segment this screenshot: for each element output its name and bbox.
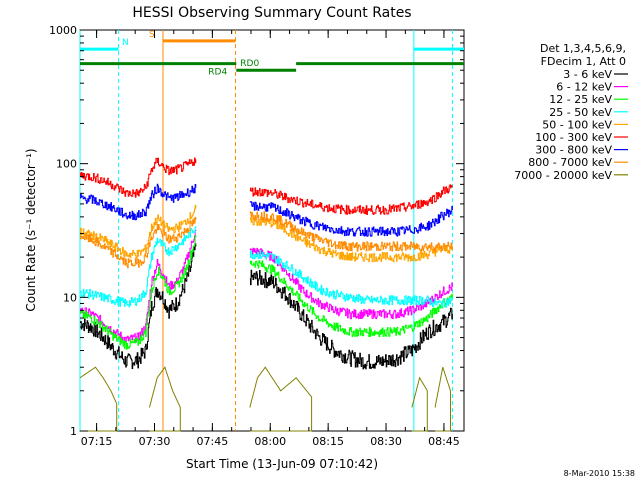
series-1	[80, 229, 453, 344]
series-6-segment-1	[249, 201, 453, 237]
series-1-segment-1	[249, 247, 453, 320]
series-2-segment-0	[80, 235, 197, 350]
series-0	[80, 243, 453, 370]
x-tick-label-0: 07:15	[81, 435, 113, 448]
series-5-segment-1	[249, 184, 453, 215]
y-tick-label-0: 1	[70, 425, 77, 438]
series-3-segment-1	[249, 250, 453, 309]
series-2	[80, 235, 453, 350]
y-tick-label-1: 10	[63, 291, 77, 304]
y-tick-label-3: 1000	[49, 24, 77, 37]
series-6-segment-0	[80, 183, 197, 221]
x-tick-label-6: 08:45	[428, 435, 460, 448]
series-layer	[79, 157, 453, 432]
x-tick-label-3: 08:00	[254, 435, 286, 448]
series-4	[80, 204, 453, 263]
series-8-segment-3	[411, 376, 428, 432]
series-1-segment-0	[80, 229, 197, 344]
series-4-segment-1	[249, 216, 453, 263]
legend-header-1: FDecim 1, Att 0	[541, 55, 626, 68]
rd4-bar-label: RD4	[208, 68, 227, 78]
series-3-segment-0	[80, 226, 197, 308]
series-0-segment-1	[249, 269, 453, 370]
rd0-bar-label: RD0	[240, 59, 259, 69]
legend-label-7: 800 - 7000 keV	[528, 156, 612, 169]
series-8	[79, 366, 451, 432]
series-7-segment-0	[80, 217, 197, 269]
series-5-segment-0	[80, 157, 197, 198]
series-0-segment-0	[80, 243, 197, 369]
x-tick-label-2: 07:45	[197, 435, 229, 448]
series-8-segment-0	[79, 366, 118, 432]
x-axis-label: Start Time (13-Jun-09 07:10:42)	[186, 457, 378, 471]
series-3	[80, 226, 453, 309]
legend-label-5: 100 - 300 keV	[535, 131, 612, 144]
x-tick-label-1: 07:30	[139, 435, 171, 448]
legend-label-2: 12 - 25 keV	[549, 93, 612, 106]
legend-label-3: 25 - 50 keV	[549, 106, 612, 119]
legend-label-4: 50 - 100 keV	[542, 118, 612, 131]
series-6	[80, 183, 453, 237]
footer-timestamp: 8-Mar-2010 15:38	[564, 469, 635, 478]
series-2-segment-1	[249, 260, 453, 338]
series-7-segment-1	[249, 211, 453, 252]
y-tick-label-2: 100	[56, 158, 77, 171]
legend-label-8: 7000 - 20000 keV	[514, 169, 612, 182]
series-7	[80, 211, 453, 269]
series-4-segment-0	[80, 204, 197, 259]
legend-header-0: Det 1,3,4,5,6,9,	[540, 42, 626, 55]
chart-title: HESSI Observing Summary Count Rates	[132, 5, 411, 21]
night-bar-1-label: N	[122, 38, 129, 48]
flag-layer: N S RD4 RD0	[79, 30, 464, 431]
legend-label-1: 6 - 12 keV	[556, 81, 612, 94]
series-8-segment-4	[434, 367, 451, 432]
axis-layer: 07:15 07:30 07:45 08:00 08:15 08:30 08:45 1 10 10…	[49, 24, 464, 448]
x-tick-label-5: 08:30	[370, 435, 402, 448]
y-axis-label: Count Rate (s⁻¹ detector⁻¹)	[24, 148, 38, 311]
saa-bar-label: S	[149, 30, 155, 40]
series-5	[80, 157, 453, 215]
legend: Det 1,3,4,5,6,9,FDecim 1, Att 03 - 6 keV…	[514, 42, 628, 182]
series-8-segment-2	[249, 366, 313, 432]
series-8-segment-1	[149, 366, 181, 432]
legend-label-0: 3 - 6 keV	[563, 68, 612, 81]
x-tick-label-4: 08:15	[312, 435, 344, 448]
plot-frame	[79, 29, 465, 432]
legend-label-6: 300 - 800 keV	[535, 144, 612, 157]
